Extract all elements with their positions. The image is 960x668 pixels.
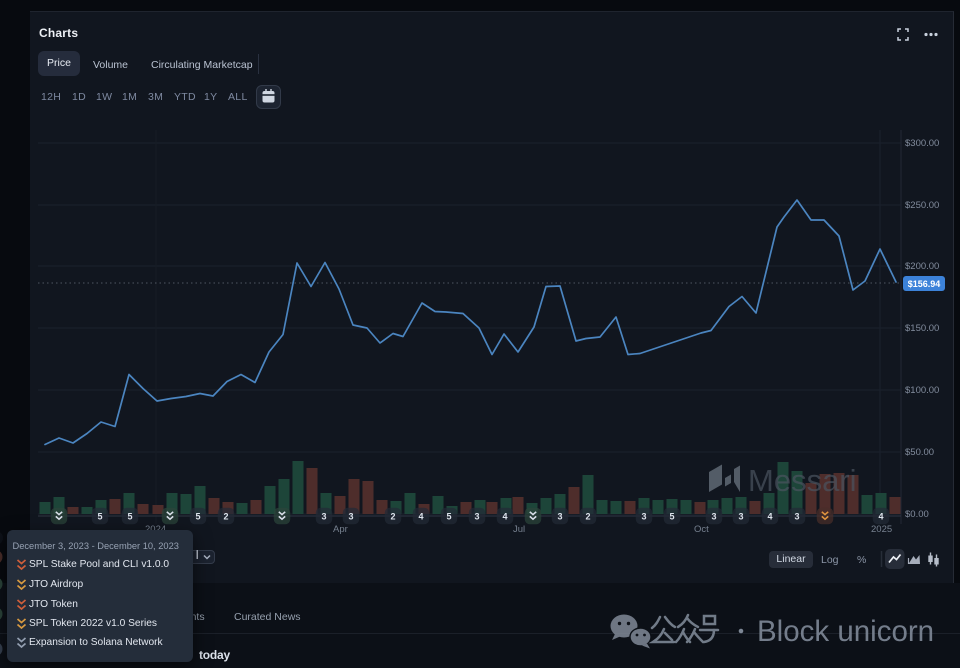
svg-text:2: 2 bbox=[585, 511, 590, 521]
svg-text:$50.00: $50.00 bbox=[905, 447, 934, 458]
svg-text:5: 5 bbox=[195, 511, 200, 521]
svg-text:3: 3 bbox=[321, 511, 326, 521]
svg-text:$250.00: $250.00 bbox=[905, 200, 939, 211]
svg-text:3: 3 bbox=[557, 511, 562, 521]
svg-text:2: 2 bbox=[223, 511, 228, 521]
svg-text:Block unicorn: Block unicorn bbox=[757, 615, 934, 648]
svg-text:2025: 2025 bbox=[871, 524, 892, 535]
svg-text:3: 3 bbox=[474, 511, 479, 521]
svg-text:4: 4 bbox=[502, 511, 507, 521]
svg-text:3: 3 bbox=[794, 511, 799, 521]
svg-text:4: 4 bbox=[767, 511, 772, 521]
svg-text:4: 4 bbox=[418, 511, 423, 521]
svg-text:$150.00: $150.00 bbox=[905, 323, 939, 334]
svg-text:5: 5 bbox=[446, 511, 451, 521]
svg-text:$156.94: $156.94 bbox=[908, 279, 941, 289]
svg-text:Oct: Oct bbox=[694, 524, 709, 535]
svg-text:Jul: Jul bbox=[513, 524, 525, 535]
svg-text:$200.00: $200.00 bbox=[905, 261, 939, 272]
svg-text:Apr: Apr bbox=[333, 524, 348, 535]
svg-text:5: 5 bbox=[97, 511, 102, 521]
svg-text:3: 3 bbox=[641, 511, 646, 521]
svg-text:3: 3 bbox=[711, 511, 716, 521]
svg-text:3: 3 bbox=[738, 511, 743, 521]
svg-text:$300.00: $300.00 bbox=[905, 138, 939, 149]
svg-text:$0.00: $0.00 bbox=[905, 509, 929, 520]
svg-text:5: 5 bbox=[669, 511, 674, 521]
svg-text:2024: 2024 bbox=[145, 524, 166, 535]
svg-text:3: 3 bbox=[348, 511, 353, 521]
svg-text:5: 5 bbox=[127, 511, 132, 521]
svg-text:4: 4 bbox=[878, 511, 883, 521]
svg-text:$100.00: $100.00 bbox=[905, 385, 939, 396]
svg-text:Messari: Messari bbox=[748, 463, 857, 498]
svg-text:2: 2 bbox=[390, 511, 395, 521]
